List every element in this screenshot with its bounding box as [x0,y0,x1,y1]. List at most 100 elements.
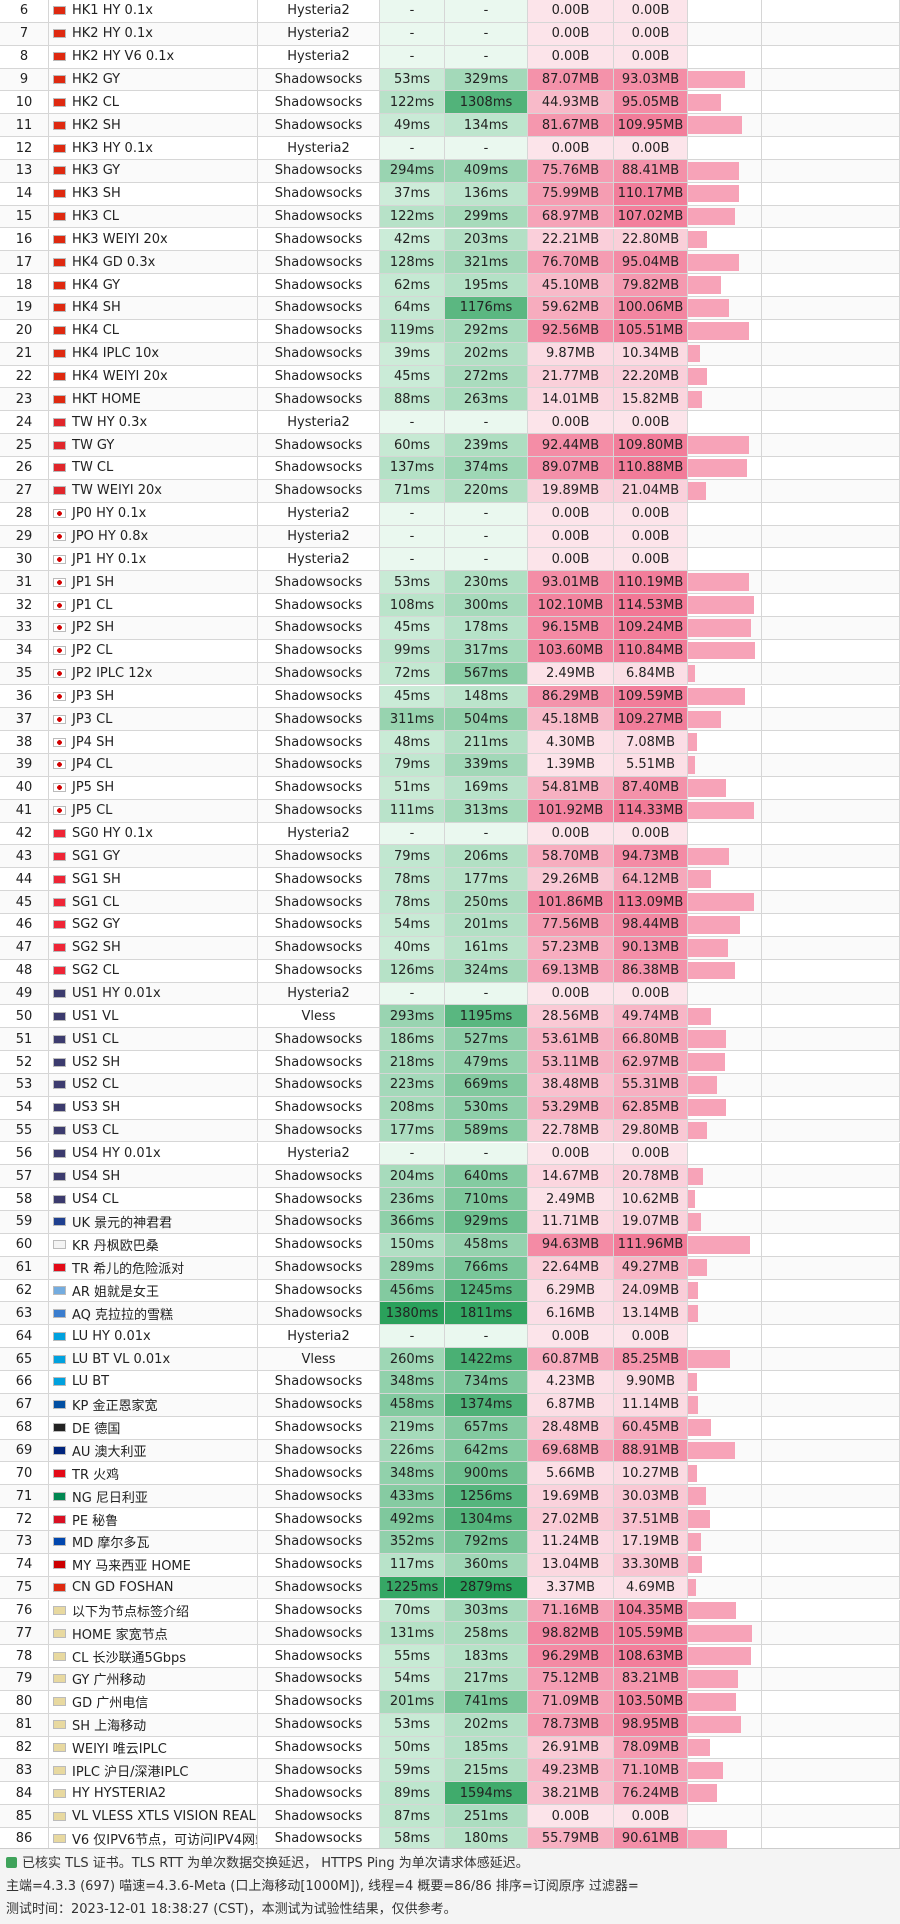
cell-text: 96.15MB [541,620,600,636]
cell-text: 1176ms [459,300,513,316]
cell-text: 251ms [463,1808,509,1824]
nat-type [762,137,900,159]
https-ping: 929ms [445,1211,528,1233]
max-speed: 49.27MB [614,1256,688,1279]
cell-text: 75.12MB [541,1671,600,1687]
flag-icon [53,874,66,884]
protocol: Shadowsocks [258,1416,380,1439]
speed-bar [688,70,746,89]
table-row: 35 JP2 IPLC 12x Shadowsocks 72ms 567ms 2.49MB… [0,662,900,686]
cell-text: JP3 SH [72,688,115,704]
max-speed: 86.38MB [614,959,688,982]
cell-text: 87.07MB [541,71,600,87]
https-ping: 329ms [445,68,528,91]
cell-text: 43 [15,848,33,864]
speed-bar [688,207,735,226]
tls-rtt: 1380ms [380,1302,445,1325]
cell-text: 218ms [389,1054,435,1070]
cell-text: 64 [15,1328,33,1344]
cell-text: US4 HY 0.01x [72,1145,161,1161]
max-speed: 88.91MB [614,1439,688,1462]
avg-speed: 0.00B [528,137,614,159]
cell-text: LU BT VL 0.01x [72,1351,171,1367]
cell-text: 131ms [389,1625,435,1641]
cell-text: Shadowsocks [274,346,363,362]
cell-text: Shadowsocks [274,369,363,385]
speed-graph [688,548,762,571]
cell-text: 348ms [389,1465,435,1481]
cell-text: Shadowsocks [274,1648,363,1664]
cell-text: 82 [15,1740,33,1756]
max-speed: 19.07MB [614,1211,688,1233]
avg-speed: 69.13MB [528,959,614,982]
cell-text: 108ms [389,597,435,613]
cell-text: IPLC 沪日/深港IPLC [72,1764,189,1780]
cell-text: 0.00B [551,414,590,430]
avg-speed: 75.99MB [528,182,614,205]
speed-bar [688,184,739,203]
cell-text: 73 [15,1534,33,1550]
cell-text: Shadowsocks [274,163,363,179]
table-row: 84 HY HYSTERIA2 Shadowsocks 89ms 1594ms 38.21… [0,1782,900,1806]
cell-text: - [409,506,415,522]
flag-icon [53,440,66,450]
nat-type [762,1211,900,1233]
cell-text: 29.26MB [541,871,600,887]
cell-text: HK2 HY 0.1x [72,26,153,42]
tls-rtt: - [380,0,445,22]
speed-bar [688,1076,717,1094]
row-index: 31 [0,571,49,594]
cell-text: 202ms [463,346,509,362]
cell-text: 792ms [463,1534,509,1550]
cell-text: 41 [15,803,33,819]
nat-type [762,1782,900,1805]
https-ping: 1195ms [445,1005,528,1028]
https-ping: 1304ms [445,1508,528,1530]
https-ping: 185ms [445,1736,528,1759]
row-index: 36 [0,685,49,708]
row-index: 55 [0,1119,49,1142]
max-speed: 85.25MB [614,1348,688,1370]
speed-bar [688,1670,739,1688]
cell-text: 180ms [463,1831,509,1847]
flag-icon [53,1286,66,1296]
cell-text: 14.67MB [541,1168,600,1184]
cell-text: - [409,1328,415,1344]
protocol: Hysteria2 [258,45,380,68]
max-speed: 15.82MB [614,388,688,411]
cell-text: HK3 WEIYI 20x [72,231,168,247]
cell-text: 49.74MB [621,1008,680,1024]
speed-graph [688,868,762,891]
protocol: Shadowsocks [258,1690,380,1713]
max-speed: 109.95MB [614,114,688,137]
tls-rtt: 137ms [380,457,445,479]
max-speed: 55.31MB [614,1073,688,1096]
node-name: HK4 CL [49,319,258,342]
https-ping: 741ms [445,1690,528,1713]
nat-type [762,731,900,754]
cell-text: Shadowsocks [274,1785,363,1801]
flag-icon [53,1034,66,1044]
cell-text: JP2 SH [72,620,115,636]
cell-text: 169ms [463,780,509,796]
nat-type [762,1645,900,1668]
speed-graph [688,68,762,91]
row-index: 80 [0,1690,49,1713]
speed-graph [688,822,762,845]
tls-rtt: 50ms [380,1736,445,1759]
tls-rtt: 294ms [380,159,445,182]
nat-type [762,1233,900,1256]
cell-text: 53 [15,1077,33,1093]
row-index: 71 [0,1485,49,1508]
speed-graph [688,1599,762,1622]
nat-type [762,1302,900,1325]
cell-text: 62.97MB [621,1054,680,1070]
cell-text: HK2 GY [72,71,121,87]
cell-text: 292ms [463,323,509,339]
cell-text: Shadowsocks [274,848,363,864]
cell-text: - [483,506,489,522]
node-name: US2 CL [49,1073,258,1096]
cell-text: 114.33MB [617,803,684,819]
cell-text: 77 [15,1625,33,1641]
cell-text: 128ms [389,254,435,270]
